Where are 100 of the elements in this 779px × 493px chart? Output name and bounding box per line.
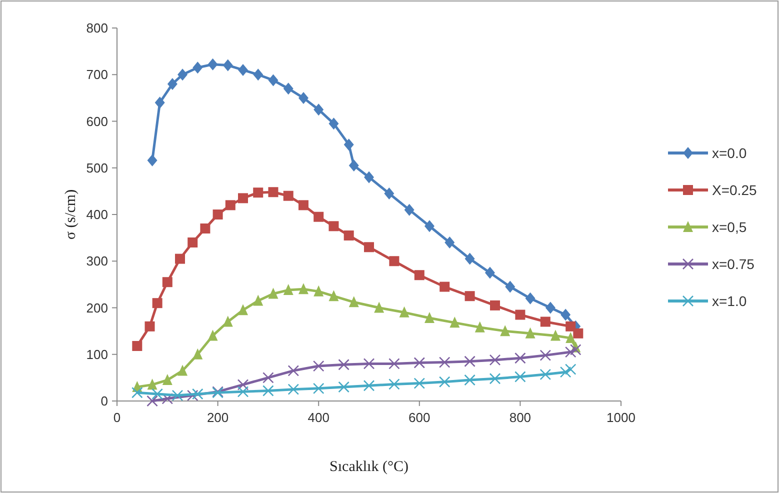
- point: [175, 254, 185, 264]
- point: [225, 200, 236, 210]
- point: [253, 68, 264, 81]
- point: [374, 302, 384, 313]
- point: [414, 270, 424, 280]
- point: [298, 283, 308, 294]
- point: [253, 188, 264, 198]
- point: [363, 358, 375, 370]
- x-tick-label: 1000: [606, 410, 636, 425]
- point: [344, 230, 354, 240]
- point: [178, 364, 188, 376]
- point: [550, 330, 560, 341]
- point: [500, 325, 510, 336]
- point: [464, 356, 476, 368]
- point: [560, 308, 571, 321]
- x-tick-label: 400: [308, 410, 330, 425]
- point: [262, 372, 274, 384]
- point: [192, 62, 203, 74]
- point: [162, 374, 172, 386]
- point: [167, 78, 178, 90]
- point: [444, 236, 455, 248]
- x-axis-title: Sıcaklık (°C): [330, 459, 408, 475]
- y-tick-label: 300: [86, 254, 108, 269]
- point: [573, 328, 584, 338]
- point: [424, 220, 434, 232]
- point: [490, 300, 500, 310]
- point: [566, 321, 576, 332]
- point: [474, 321, 485, 332]
- point: [505, 280, 516, 293]
- point: [237, 379, 249, 390]
- x-tick-label: 200: [206, 410, 229, 425]
- point: [178, 68, 188, 81]
- point: [464, 252, 475, 265]
- point: [525, 292, 536, 304]
- y-tick-label: 600: [86, 114, 108, 129]
- point: [188, 237, 198, 248]
- legend-label: X=0.25: [712, 182, 757, 198]
- point: [212, 210, 223, 220]
- point: [222, 59, 233, 72]
- point: [172, 390, 184, 402]
- point: [364, 242, 374, 252]
- point: [132, 386, 143, 398]
- point: [222, 316, 233, 327]
- point: [525, 327, 536, 338]
- point: [540, 350, 552, 361]
- point: [268, 74, 278, 86]
- point: [389, 256, 400, 266]
- point: [545, 302, 556, 314]
- point: [192, 388, 204, 400]
- point: [404, 204, 414, 216]
- point: [328, 118, 339, 130]
- point: [314, 104, 324, 116]
- point: [147, 154, 158, 166]
- point: [424, 312, 434, 324]
- point: [192, 348, 203, 360]
- point: [162, 277, 172, 288]
- point: [238, 193, 248, 204]
- x-tick-label: 0: [113, 410, 121, 425]
- point: [262, 385, 274, 396]
- point: [312, 360, 324, 372]
- point: [237, 386, 249, 398]
- point: [338, 358, 350, 370]
- legend-label: x=0,5: [712, 218, 747, 235]
- point: [208, 58, 218, 70]
- point: [484, 266, 495, 279]
- point: [566, 332, 576, 344]
- point: [438, 376, 450, 388]
- point: [414, 357, 426, 368]
- point: [489, 354, 501, 366]
- point: [152, 388, 163, 400]
- point: [560, 366, 572, 378]
- point: [298, 200, 308, 210]
- point: [363, 380, 375, 392]
- point: [288, 384, 300, 395]
- y-tick-label: 100: [86, 346, 108, 362]
- point: [564, 364, 576, 375]
- point: [348, 160, 359, 172]
- y-tick-label: 200: [86, 300, 108, 316]
- y-axis-title: σ (s/cm): [63, 189, 79, 240]
- point: [314, 212, 324, 222]
- point: [298, 92, 308, 104]
- point: [162, 393, 174, 404]
- point: [450, 316, 460, 328]
- point: [438, 356, 450, 368]
- y-tick-label: 500: [86, 160, 108, 176]
- legend-label: x=0.0: [712, 144, 747, 161]
- point: [384, 188, 394, 200]
- point: [514, 352, 526, 364]
- point: [132, 340, 142, 351]
- point: [540, 368, 552, 380]
- point: [489, 372, 501, 384]
- point: [238, 64, 248, 76]
- point: [440, 282, 450, 292]
- point: [364, 171, 374, 184]
- y-tick-label: 800: [86, 20, 108, 36]
- point: [564, 346, 576, 358]
- point: [146, 395, 158, 407]
- point: [186, 390, 198, 402]
- y-tick-label: 400: [86, 207, 108, 222]
- point: [328, 290, 339, 302]
